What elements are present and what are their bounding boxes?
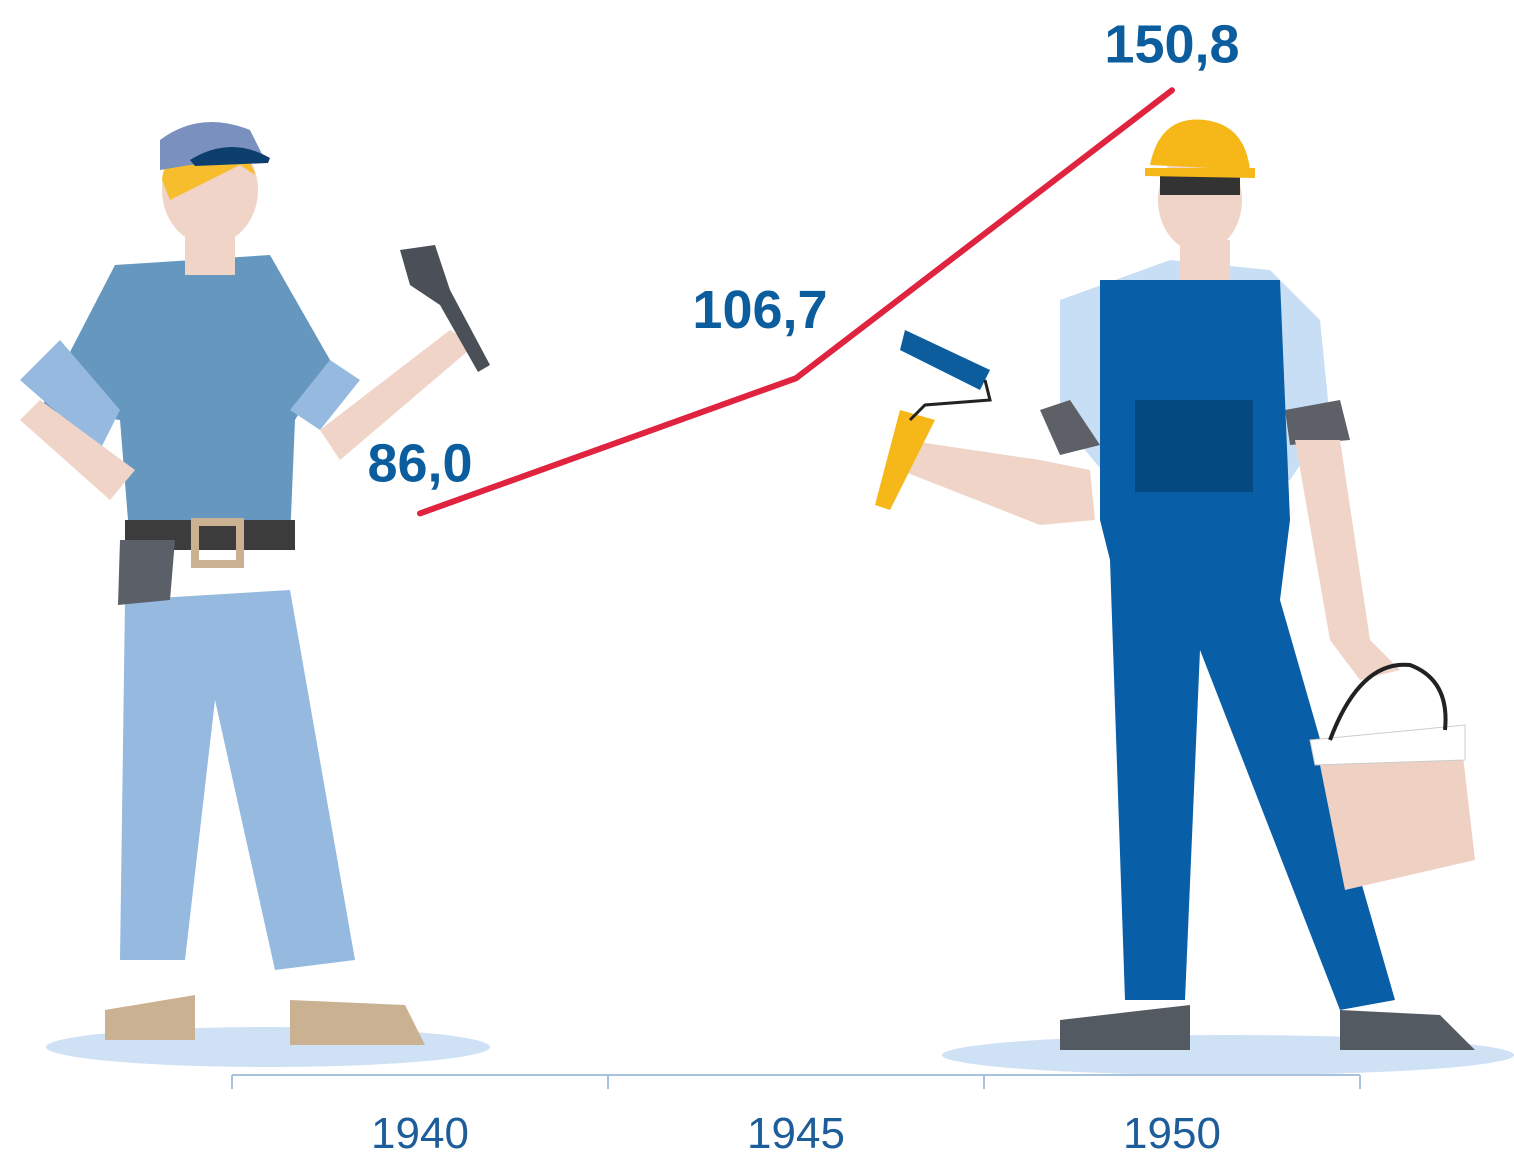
illustration-painter [875,119,1514,1075]
x-tick-label: 1945 [747,1109,845,1157]
illustration-mechanic [20,122,490,1067]
data-label: 86,0 [367,433,472,493]
x-tick-label: 1950 [1123,1109,1221,1157]
line [417,87,1175,517]
data-label: 150,8 [1104,14,1239,74]
data-label: 106,7 [692,280,827,340]
x-tick-label: 1940 [371,1109,469,1157]
plot: 1940 1945 1950 86,0 106,7 150,8 [231,14,1361,1157]
